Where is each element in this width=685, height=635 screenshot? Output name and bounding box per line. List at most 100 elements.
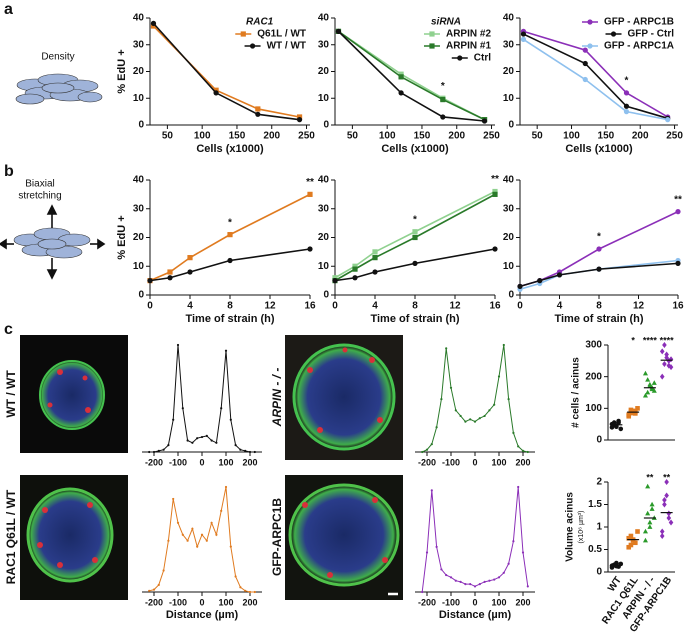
marker <box>239 586 242 589</box>
y-tick-label: 10 <box>318 93 330 104</box>
marker <box>352 275 358 281</box>
image-label: RAC1 Q61L / WT <box>4 489 18 584</box>
x-tick-label: 8 <box>596 301 602 312</box>
panel-label: c <box>4 321 13 338</box>
marker <box>651 380 657 385</box>
marker <box>152 450 156 454</box>
marker <box>649 501 655 507</box>
panel-label: a <box>4 1 13 18</box>
marker <box>205 539 208 542</box>
marker <box>152 588 156 591</box>
marker <box>614 424 619 430</box>
annotation: ** <box>491 174 499 185</box>
series-line <box>421 344 528 453</box>
x-tick-label: 16 <box>304 301 316 312</box>
x-axis-label: Distance (µm) <box>166 609 239 621</box>
marker <box>635 529 640 534</box>
x-tick-label: 0 <box>199 597 204 607</box>
marker <box>167 275 173 281</box>
marker <box>224 485 228 489</box>
legend-label: GFP - ARPC1B <box>604 17 674 28</box>
legend-label: Q61L / WT <box>257 29 306 40</box>
legend-marker <box>429 31 435 37</box>
marker <box>157 583 160 586</box>
x-tick-label: 0 <box>472 597 477 607</box>
marker <box>481 118 488 124</box>
marker <box>150 20 157 26</box>
marker <box>582 60 588 67</box>
marker <box>642 537 649 543</box>
marker <box>649 506 655 511</box>
marker <box>645 483 651 489</box>
marker <box>148 589 151 592</box>
marker <box>224 349 228 352</box>
cell-sheet <box>13 227 91 259</box>
marker <box>435 426 438 429</box>
marker <box>167 269 173 275</box>
x-tick-label: 0 <box>147 301 153 312</box>
annotation: **** <box>643 335 658 345</box>
x-axis-label: Time of strain (h) <box>554 313 643 325</box>
y-tick-label: 0 <box>508 290 514 301</box>
legend-label: ARPIN #1 <box>446 41 491 52</box>
marker <box>502 343 505 347</box>
marker <box>253 450 256 454</box>
marker <box>666 515 672 521</box>
marker <box>307 246 313 252</box>
x-tick-label: 16 <box>489 301 501 312</box>
marker <box>412 260 418 266</box>
marker <box>147 278 153 284</box>
marker <box>253 590 256 594</box>
x-tick-label: 200 <box>242 457 257 467</box>
legend-marker <box>610 31 617 37</box>
y-tick-label: 30 <box>318 39 330 50</box>
marker <box>200 533 204 536</box>
x-tick-label: 50 <box>347 131 359 142</box>
y-tick-label: 2 <box>596 477 602 488</box>
annotation: ** <box>306 177 314 188</box>
marker <box>512 540 515 543</box>
marker <box>440 114 446 120</box>
y-tick-label: 1 <box>596 522 602 533</box>
marker <box>651 388 657 393</box>
x-tick-label: 250 <box>483 131 500 142</box>
marker <box>220 407 223 410</box>
y-tick-label: 0 <box>138 290 144 301</box>
marker <box>664 354 669 361</box>
marker <box>176 521 180 524</box>
marker <box>430 443 433 446</box>
marker <box>440 397 443 401</box>
marker <box>662 501 667 508</box>
marker <box>659 533 665 539</box>
marker <box>642 528 649 534</box>
marker <box>398 90 404 96</box>
x-tick-label: 8 <box>412 301 418 312</box>
x-tick-label: 100 <box>491 457 506 467</box>
diagram-label: Biaxial <box>25 179 54 190</box>
marker <box>521 449 525 452</box>
x-tick-label: 200 <box>263 131 280 142</box>
legend-marker <box>457 55 463 61</box>
y-tick-label: 20 <box>503 232 515 243</box>
x-axis-label: Cells (x1000) <box>381 143 449 155</box>
marker <box>645 377 651 382</box>
x-tick-label: 200 <box>515 597 530 607</box>
y-tick-label: 10 <box>133 93 145 104</box>
x-tick-label: 150 <box>414 131 431 142</box>
marker <box>421 590 424 594</box>
marker <box>162 448 165 451</box>
cell-sheet <box>15 73 103 105</box>
legend-label: GFP - Ctrl <box>628 29 675 40</box>
x-tick-label: 100 <box>379 131 396 142</box>
y-tick-label: 40 <box>503 175 515 186</box>
x-tick-label: -100 <box>442 457 460 467</box>
marker <box>459 580 462 583</box>
marker <box>473 585 477 588</box>
y-tick-label: 40 <box>133 175 145 186</box>
marker <box>645 389 651 395</box>
x-tick-label: 12 <box>633 301 645 312</box>
marker <box>659 348 665 355</box>
